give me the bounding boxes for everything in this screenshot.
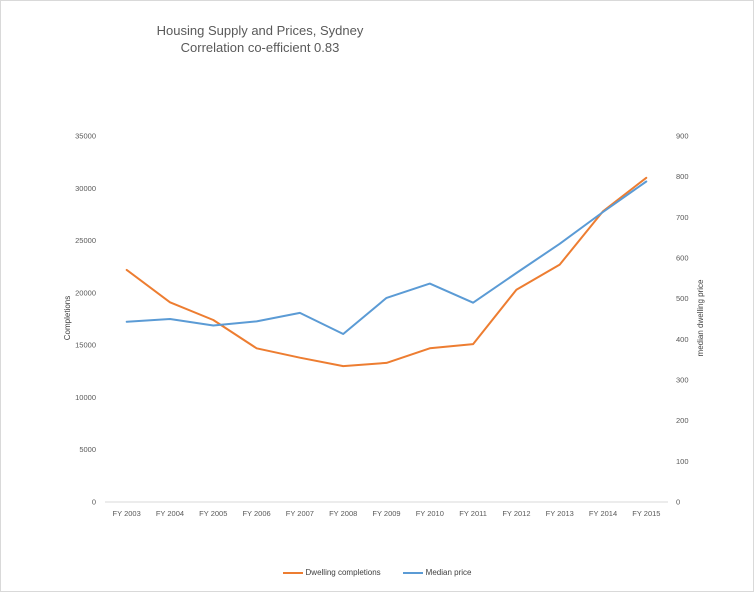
- y-right-tick-label: 500: [676, 294, 689, 303]
- x-tick-label: FY 2013: [546, 509, 574, 518]
- x-tick-label: FY 2009: [372, 509, 400, 518]
- y-right-tick-label: 800: [676, 172, 689, 181]
- x-tick-label: FY 2003: [113, 509, 141, 518]
- y-axis-left-title: Completions: [63, 296, 72, 340]
- y-right-tick-label: 900: [676, 132, 689, 141]
- chart-title: Housing Supply and Prices, Sydney: [156, 23, 364, 38]
- y-axis-right-title: median dwelling price: [696, 279, 705, 356]
- chart-title-block: Housing Supply and Prices, Sydney Correl…: [130, 22, 390, 56]
- y-right-tick-label: 400: [676, 335, 689, 344]
- y-right-tick-label: 300: [676, 376, 689, 385]
- y-left-tick-label: 5000: [79, 445, 96, 454]
- y-right-tick-label: 700: [676, 213, 689, 222]
- x-tick-label: FY 2014: [589, 509, 617, 518]
- legend-item-median-price: Median price: [402, 568, 472, 577]
- legend-swatch-median-price: [402, 571, 423, 574]
- x-tick-label: FY 2006: [242, 509, 270, 518]
- legend-swatch-completions: [282, 571, 303, 574]
- y-left-tick-label: 10000: [75, 393, 96, 402]
- y-right-tick-label: 0: [676, 498, 680, 507]
- x-tick-label: FY 2005: [199, 509, 227, 518]
- x-tick-label: FY 2007: [286, 509, 314, 518]
- y-left-tick-label: 30000: [75, 184, 96, 193]
- y-left-tick-label: 35000: [75, 132, 96, 141]
- series-line-median-price: [125, 180, 648, 335]
- legend: Dwelling completions Median price: [0, 568, 754, 577]
- legend-label-completions: Dwelling completions: [305, 568, 381, 577]
- chart-subtitle: Correlation co-efficient 0.83: [180, 40, 340, 55]
- y-left-tick-label: 20000: [75, 288, 96, 297]
- legend-item-completions: Dwelling completions: [282, 568, 381, 577]
- y-left-tick-label: 15000: [75, 341, 96, 350]
- y-left-tick-label: 0: [92, 498, 96, 507]
- x-tick-label: FY 2011: [459, 509, 487, 518]
- y-left-tick-label: 25000: [75, 236, 96, 245]
- y-right-tick-label: 100: [676, 457, 689, 466]
- series-line-completions: [125, 176, 648, 368]
- legend-label-median-price: Median price: [425, 568, 472, 577]
- plot-area: 3500030000250002000015000100005000090080…: [75, 132, 688, 519]
- x-tick-label: FY 2004: [156, 509, 184, 518]
- x-tick-label: FY 2012: [502, 509, 530, 518]
- x-tick-label: FY 2010: [416, 509, 444, 518]
- y-right-tick-label: 200: [676, 416, 689, 425]
- x-tick-label: FY 2015: [632, 509, 660, 518]
- x-tick-label: FY 2008: [329, 509, 357, 518]
- y-right-tick-label: 600: [676, 254, 689, 263]
